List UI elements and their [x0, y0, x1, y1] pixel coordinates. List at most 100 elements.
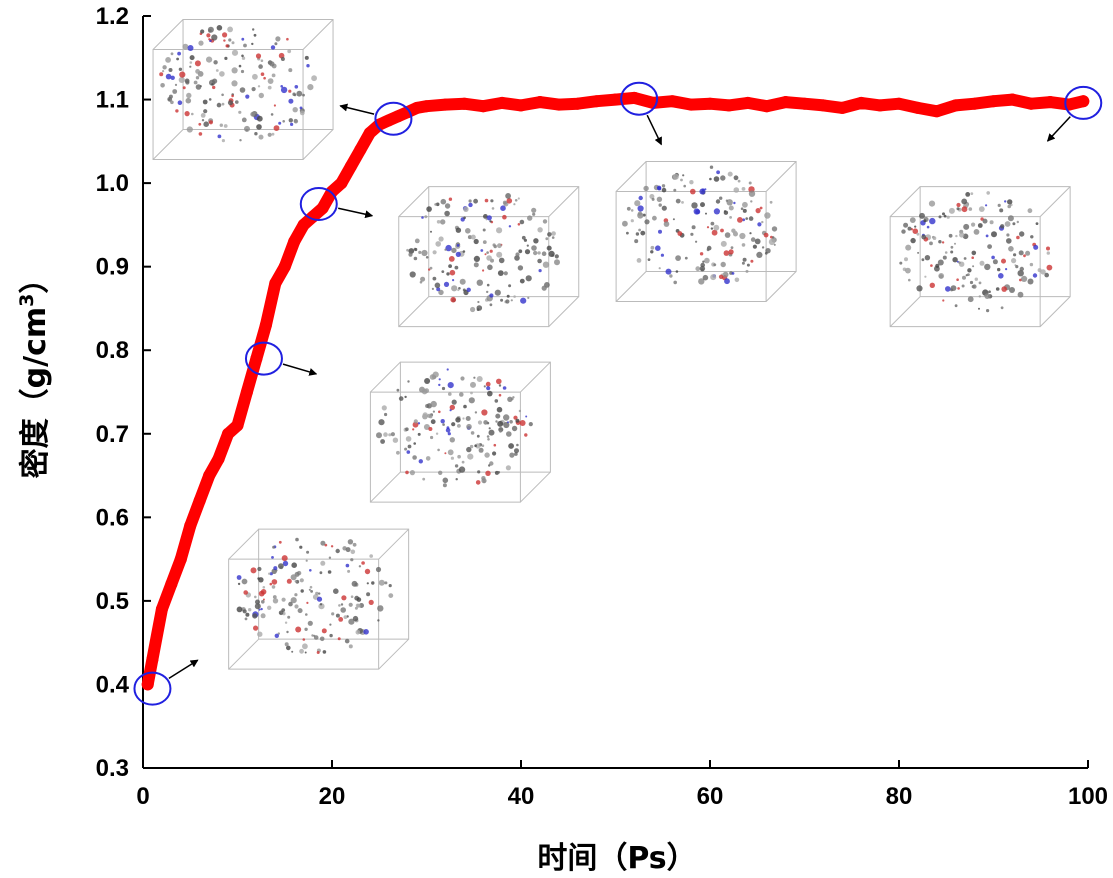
snapshot-atom: [383, 432, 388, 437]
snapshot-atom: [351, 580, 358, 587]
snapshot-atom: [489, 249, 493, 253]
snapshot-atom: [998, 273, 1004, 279]
snapshot-atom: [448, 256, 455, 262]
snapshot-atom: [515, 252, 520, 257]
snapshot-atom: [414, 238, 420, 244]
snapshot-atom: [750, 259, 754, 263]
snapshot-atom: [929, 217, 936, 225]
snapshot-arrow: [646, 114, 663, 146]
snapshot-atom: [699, 252, 704, 256]
snapshot-atom: [231, 94, 234, 98]
snapshot-atom: [497, 420, 504, 427]
y-tick-label: 1.0: [96, 170, 129, 197]
snapshot-atom: [683, 184, 686, 188]
density-point: [477, 100, 490, 113]
snapshot-atom: [720, 240, 727, 247]
snapshot-atom: [227, 26, 234, 33]
snapshot-atom: [271, 579, 278, 585]
density-point: [496, 96, 509, 109]
snapshot-atom: [661, 205, 667, 211]
y-tick-label: 0.5: [96, 588, 129, 615]
snapshot-atom: [288, 118, 293, 123]
snapshot-atom: [636, 258, 642, 263]
snapshot-atom: [489, 293, 494, 298]
snapshot-atom: [493, 443, 497, 447]
snapshot-atom: [740, 207, 744, 210]
snapshot-atom: [507, 396, 513, 402]
snapshot-atom: [459, 392, 464, 397]
snapshot-atom: [194, 60, 201, 67]
snapshot-atom: [288, 68, 293, 73]
snapshot-atom: [928, 200, 936, 207]
snapshot-atom: [432, 276, 437, 281]
snapshot-atom: [257, 85, 261, 88]
density-point: [259, 319, 272, 332]
snapshot-atom: [963, 257, 967, 260]
snapshot-atom: [195, 84, 202, 90]
snapshot-atom: [219, 71, 225, 77]
snapshot-atom: [186, 92, 192, 99]
snapshot-atom: [267, 78, 274, 84]
snapshot-atom: [733, 201, 736, 205]
snapshot-atom: [525, 275, 532, 282]
density-point: [382, 114, 395, 127]
snapshot-atom: [434, 282, 441, 289]
snapshot-atom: [361, 561, 365, 565]
density-point: [222, 427, 235, 440]
snapshot-atom: [419, 280, 423, 284]
snapshot-atom: [235, 100, 239, 104]
highlight-group: [133, 81, 1103, 706]
snapshot-atom: [231, 67, 238, 74]
snapshot-atom: [208, 120, 213, 125]
snapshot-atom: [434, 203, 437, 206]
snapshot-atom: [681, 201, 684, 204]
snapshot-atom: [444, 210, 450, 217]
snapshot-atom: [945, 286, 951, 292]
snapshot-atom: [715, 199, 721, 204]
snapshot-atom: [716, 170, 720, 175]
snapshot-atom: [329, 623, 332, 626]
snapshot-atom: [904, 257, 908, 262]
snapshot-atom: [223, 124, 228, 128]
snapshot-atom: [470, 431, 475, 435]
snapshot-atom: [442, 477, 449, 484]
density-point: [1044, 96, 1057, 109]
snapshot-atom: [935, 263, 940, 268]
snapshot-atom: [476, 434, 480, 438]
snapshot-atom: [193, 80, 198, 85]
snapshot-atom: [899, 261, 903, 265]
snapshot-atom: [272, 598, 279, 604]
snapshot-atom: [675, 270, 679, 273]
snapshot-atom: [495, 420, 498, 423]
snapshot-atom: [637, 205, 644, 212]
density-point: [193, 494, 206, 507]
snapshot-atom: [238, 64, 242, 68]
snapshot-atom: [268, 572, 271, 575]
snapshot-atom: [511, 425, 518, 432]
snapshot-atom: [725, 199, 729, 202]
snapshot-atom: [942, 212, 945, 216]
snapshot-atom: [954, 242, 956, 245]
snapshot-atom: [315, 591, 319, 596]
x-tick-group: 0 20 40 60 80 100: [136, 760, 1108, 810]
snapshot-atom: [224, 56, 228, 61]
snapshot-atom: [1019, 266, 1024, 272]
density-point: [836, 101, 849, 114]
snapshot-atom: [757, 222, 762, 227]
snapshot-atom: [488, 427, 491, 430]
snapshot-atom: [278, 540, 282, 544]
density-point: [288, 235, 301, 248]
snapshot-atom: [718, 274, 724, 279]
snapshot-atom: [468, 397, 475, 404]
snapshot-atom: [487, 390, 493, 397]
snapshot-atom: [494, 289, 501, 296]
snapshot-atom: [503, 414, 510, 421]
snapshot-atom: [431, 287, 434, 290]
snapshot-atom: [457, 288, 460, 292]
snapshot-atom: [271, 585, 276, 589]
snapshot-atom: [986, 191, 990, 195]
snapshot-atom: [344, 638, 350, 644]
snapshot-atom: [987, 244, 992, 250]
snapshot-atom: [690, 232, 694, 236]
snapshot-atom: [208, 38, 211, 41]
